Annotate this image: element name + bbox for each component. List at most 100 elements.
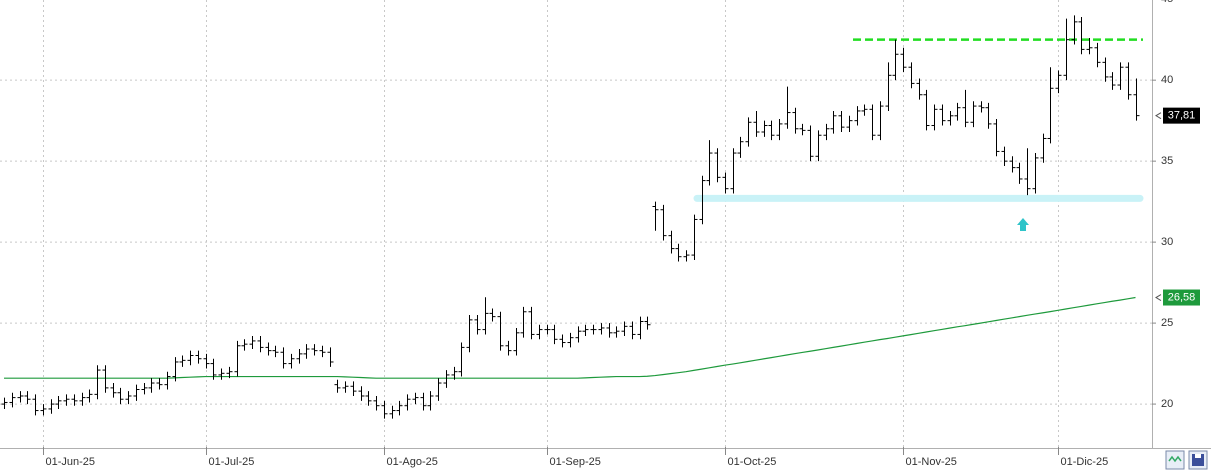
ohlc-bar xyxy=(296,349,303,364)
ohlc-bar xyxy=(908,62,915,89)
ohlc-bar xyxy=(365,391,372,406)
last-price-tag-label: 37,81 xyxy=(1168,110,1196,122)
ohlc-bar xyxy=(443,370,450,388)
ohlc-bar xyxy=(1071,15,1078,45)
ohlc-bar xyxy=(55,395,62,409)
ohlc-bar xyxy=(683,250,690,262)
ohlc-bar xyxy=(544,324,551,335)
ohlc-bar xyxy=(644,316,651,330)
save-icon-slot xyxy=(1195,454,1201,458)
ohlc-bar xyxy=(1047,67,1054,144)
ohlc-bar xyxy=(753,110,760,137)
ohlc-bar xyxy=(412,392,419,405)
ohlc-bar xyxy=(474,315,481,335)
ohlc-bar xyxy=(497,311,504,351)
x-tick-label: 01-Ago-25 xyxy=(387,456,438,468)
ohlc-bar xyxy=(458,342,465,377)
ohlc-bar xyxy=(24,391,31,405)
ohlc-bar xyxy=(954,102,961,121)
ohlc-bar xyxy=(327,347,334,367)
ohlc-bar xyxy=(404,394,411,411)
ohlc-bar xyxy=(792,107,799,134)
ohlc-bar xyxy=(257,336,264,353)
ohlc-bar xyxy=(86,389,93,403)
ohlc-bar xyxy=(1009,156,1016,173)
ohlc-bar xyxy=(179,355,186,367)
ohlc-bar xyxy=(885,62,892,111)
ohlc-bar xyxy=(48,399,55,414)
ohlc-bar xyxy=(838,110,845,132)
ohlc-bar xyxy=(396,400,403,416)
ohlc-bar xyxy=(342,381,349,393)
ohlc-bar xyxy=(776,119,783,141)
ohlc-bar xyxy=(265,342,272,356)
ohlc-bar xyxy=(1040,133,1047,163)
ohlc-bar xyxy=(40,404,47,416)
y-tick-label: 30 xyxy=(1161,236,1173,248)
ohlc-bar xyxy=(1055,70,1062,94)
ohlc-bar xyxy=(164,371,171,390)
ohlc-bar xyxy=(319,345,326,358)
ohlc-bar xyxy=(823,123,830,141)
ohlc-bar xyxy=(869,104,876,141)
ohlc-bar xyxy=(660,204,667,241)
ohlc-bar xyxy=(1016,162,1023,184)
x-tick-label: 01-Sep-25 xyxy=(550,456,601,468)
ohlc-bar xyxy=(381,400,388,419)
ohlc-bar xyxy=(272,345,279,358)
ohlc-bar xyxy=(482,297,489,335)
ohlc-bar xyxy=(1,397,8,409)
ohlc-bar xyxy=(141,383,148,395)
ohlc-bar xyxy=(71,394,78,406)
ohlc-bar xyxy=(978,101,985,113)
ohlc-bar xyxy=(1125,62,1132,100)
ohlc-bar xyxy=(846,115,853,132)
ohlc-bar xyxy=(931,104,938,131)
ohlc-bar xyxy=(94,365,101,400)
ohlc-bar xyxy=(110,383,117,398)
ohlc-bar xyxy=(1032,153,1039,194)
ohlc-bar xyxy=(939,104,946,126)
y-tick-label: 25 xyxy=(1161,317,1173,329)
ohlc-bar xyxy=(877,101,884,141)
ohlc-bar xyxy=(389,405,396,419)
ohlc-bar xyxy=(288,353,295,369)
ohlc-bar xyxy=(420,392,427,411)
ohlc-bar xyxy=(699,175,706,225)
ohlc-bar xyxy=(784,86,791,129)
ohlc-bar xyxy=(520,306,527,338)
y-tick-label: 40 xyxy=(1161,74,1173,86)
ohlc-bar xyxy=(1086,38,1093,55)
ohlc-bar xyxy=(606,323,613,338)
ohlc-bar xyxy=(536,324,543,340)
ohlc-bar xyxy=(598,323,605,335)
ohlc-bar xyxy=(575,326,582,343)
ohlc-bar xyxy=(675,243,682,262)
moving-average-tag-box xyxy=(1163,289,1200,306)
ohlc-bar xyxy=(691,214,698,260)
toolbar-icons xyxy=(1165,450,1208,470)
ohlc-bar xyxy=(637,316,644,340)
ohlc-bar xyxy=(985,102,992,129)
ohlc-bar xyxy=(187,350,194,366)
ohlc-bar xyxy=(451,366,458,380)
ohlc-bar xyxy=(962,89,969,128)
ohlc-bar xyxy=(1001,146,1008,167)
ohlc-bar xyxy=(652,201,659,231)
ohlc-bar xyxy=(334,379,341,393)
ohlc-bar xyxy=(125,391,132,405)
moving-average-tag-label: 26,58 xyxy=(1168,291,1196,303)
y-tick-label: 35 xyxy=(1161,155,1173,167)
ohlc-bar xyxy=(1109,72,1116,90)
ohlc-bar xyxy=(970,101,977,128)
ohlc-bar xyxy=(730,148,737,194)
ohlc-bar xyxy=(714,148,721,183)
ohlc-bar xyxy=(668,230,675,254)
ohlc-bar xyxy=(9,392,16,408)
ohlc-bar xyxy=(505,340,512,356)
y-tick-label: 20 xyxy=(1161,398,1173,410)
ohlc-bar xyxy=(799,123,806,136)
zoom-icon-glyph xyxy=(1168,455,1182,463)
